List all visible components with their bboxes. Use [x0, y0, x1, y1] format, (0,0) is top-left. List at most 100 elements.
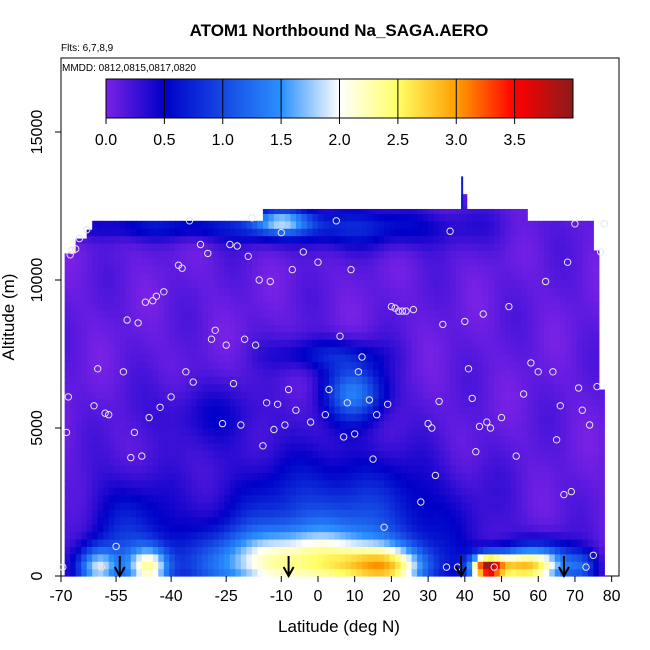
- heat-cell: [340, 287, 347, 296]
- heat-cell: [295, 383, 303, 392]
- heat-cell: [163, 398, 170, 407]
- heat-cell: [527, 302, 534, 311]
- heat-cell: [257, 465, 264, 473]
- heat-cell: [389, 442, 396, 451]
- heat-cell: [582, 317, 589, 325]
- heat-cell: [114, 346, 121, 355]
- heat-cell: [180, 331, 187, 340]
- heat-cell: [461, 354, 468, 362]
- heat-cell: [328, 265, 336, 274]
- heat-cell: [141, 391, 148, 399]
- heat-cell: [92, 376, 99, 385]
- heat-cell: [312, 265, 319, 274]
- heat-cell: [472, 302, 479, 311]
- heat-cell: [433, 420, 440, 429]
- heat-cell: [389, 346, 396, 355]
- heat-cell: [516, 546, 523, 555]
- heat-cell: [406, 280, 413, 288]
- heat-cell: [587, 287, 594, 296]
- heat-cell: [433, 287, 440, 296]
- heat-cell: [229, 361, 236, 370]
- heat-cell: [108, 265, 115, 274]
- heat-cell: [125, 265, 132, 274]
- sample-point: [156, 403, 164, 411]
- heat-cell: [136, 235, 143, 244]
- heat-cell: [406, 383, 413, 392]
- heat-cell: [125, 442, 132, 451]
- heat-cell: [516, 208, 523, 214]
- sample-point: [138, 452, 146, 460]
- heat-cell: [367, 294, 374, 303]
- sample-point: [435, 397, 443, 406]
- heat-cell: [284, 509, 292, 518]
- heat-cell: [439, 339, 446, 348]
- heat-cell: [317, 376, 325, 385]
- heat-cell: [158, 339, 165, 348]
- heat-cell: [130, 368, 137, 377]
- heat-cell: [114, 479, 121, 488]
- heat-cell: [130, 428, 137, 436]
- heat-cell: [362, 465, 369, 473]
- heat-cell: [279, 257, 286, 266]
- heat-cell: [273, 413, 281, 422]
- heat-cell: [560, 546, 567, 555]
- heat-cell: [119, 280, 126, 288]
- heat-cell: [461, 280, 468, 288]
- heat-cell: [191, 257, 198, 266]
- heat-cell: [312, 457, 319, 466]
- heat-cell: [378, 450, 385, 459]
- heat-cell: [395, 539, 402, 547]
- heat-cell: [455, 294, 462, 303]
- heat-cell: [532, 368, 539, 377]
- heat-cell: [262, 450, 270, 459]
- heat-cell: [571, 502, 578, 510]
- heat-cell: [279, 250, 286, 259]
- heat-cell: [136, 531, 143, 540]
- heat-cell: [345, 339, 352, 348]
- heat-cell: [273, 272, 281, 281]
- heat-cell: [356, 228, 363, 237]
- heat-cell: [505, 435, 512, 444]
- heat-cell: [75, 272, 82, 281]
- heat-cell: [174, 243, 181, 251]
- heat-cell: [455, 302, 462, 311]
- heat-cell: [97, 250, 104, 259]
- heat-cell: [439, 368, 446, 377]
- heat-cell: [174, 561, 181, 570]
- heat-cell: [114, 398, 121, 407]
- heat-cell: [488, 487, 495, 496]
- heat-cell: [477, 450, 484, 459]
- heat-cell: [406, 413, 413, 422]
- heat-cell: [240, 287, 247, 296]
- heat-cell: [466, 561, 473, 570]
- heat-cell: [538, 294, 545, 303]
- heat-cell: [450, 265, 457, 274]
- heat-cell: [345, 405, 352, 414]
- heat-cell: [351, 450, 358, 459]
- heat-cell: [527, 539, 534, 547]
- heat-cell: [494, 516, 501, 525]
- heat-cell: [334, 383, 341, 392]
- heat-cell: [538, 524, 545, 533]
- heat-cell: [521, 213, 528, 222]
- heat-cell: [273, 354, 281, 362]
- heat-cell: [510, 435, 517, 444]
- heat-cell: [119, 346, 126, 355]
- heat-cell: [582, 346, 589, 355]
- heat-cell: [229, 428, 236, 436]
- heat-cell: [312, 428, 319, 436]
- heat-cell: [279, 509, 286, 518]
- heat-cell: [70, 398, 77, 407]
- heat-cell: [125, 450, 132, 459]
- sample-point: [248, 214, 256, 222]
- heat-cell: [97, 472, 104, 481]
- heat-cell: [75, 450, 82, 459]
- heat-cell: [521, 450, 528, 459]
- heat-cell: [373, 346, 380, 355]
- heat-cell: [64, 428, 71, 436]
- heat-cell: [103, 243, 110, 251]
- heat-cell: [543, 368, 550, 377]
- heat-cell: [317, 391, 325, 399]
- heat-cell: [213, 243, 220, 251]
- heat-cell: [538, 391, 545, 399]
